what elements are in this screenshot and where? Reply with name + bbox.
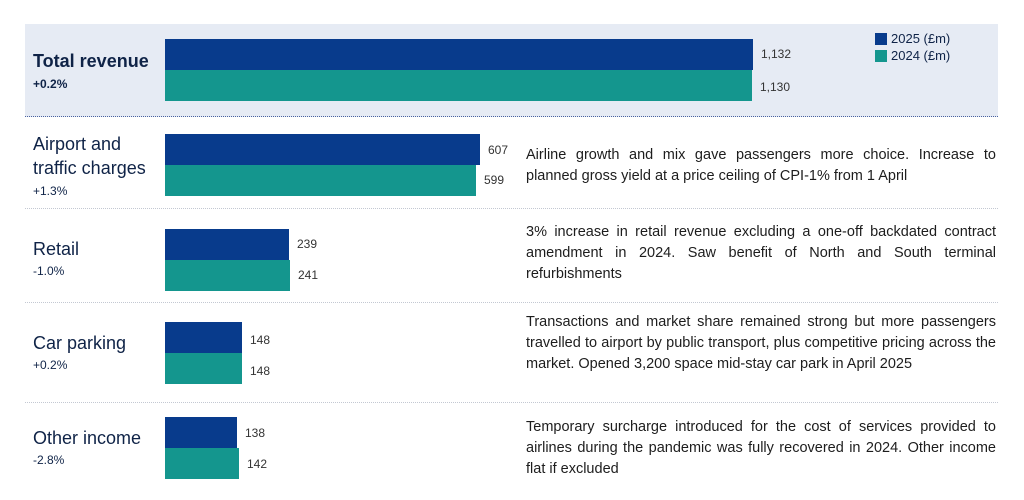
value-label-2024: 142 (247, 457, 268, 471)
bar-2025 (165, 134, 480, 165)
legend-item-2025: 2025 (£m) (875, 30, 950, 47)
category-note: 3% increase in retail revenue excluding … (526, 224, 996, 282)
bar-2025 (165, 229, 289, 260)
category-label: Car parking (33, 333, 127, 353)
value-label-2024: 148 (250, 364, 271, 378)
legend-label-2024: 2024 (£m) (891, 48, 951, 63)
value-label-2024: 599 (484, 173, 505, 187)
bar-2024 (165, 260, 290, 291)
airport-traffic-row: Airport and traffic charges +1.3% 607 59… (25, 118, 998, 206)
value-label-2024: 241 (298, 268, 319, 282)
change-percent: +0.2% (33, 77, 68, 91)
value-label-2025: 138 (245, 426, 266, 440)
value-label-2025: 239 (297, 237, 318, 251)
bar-2024 (165, 353, 242, 384)
bar-2025 (165, 322, 242, 353)
category-label: Airport and traffic charges (33, 134, 146, 178)
value-label-2025: 607 (488, 143, 509, 157)
bar-2024 (165, 165, 476, 196)
category-note: Transactions and market share remained s… (526, 314, 996, 372)
total-revenue-row: Total revenue +0.2% 1,132 1,130 (25, 24, 998, 117)
change-percent: -1.0% (33, 264, 65, 278)
legend-label-2025: 2025 (£m) (891, 31, 951, 46)
value-label-2025: 1,132 (761, 47, 792, 61)
category-label: Retail (33, 239, 80, 259)
other-income-row: Other income -2.8% 138 142 Temporary sur… (25, 402, 998, 499)
car-parking-row: Car parking +0.2% 148 148 Transactions a… (25, 302, 998, 401)
bar-2024 (165, 448, 239, 479)
change-percent: -2.8% (33, 453, 65, 467)
legend-item-2024: 2024 (£m) (875, 47, 950, 64)
legend-swatch-2025 (875, 32, 887, 45)
change-percent: +0.2% (33, 358, 68, 372)
category-note: Temporary surcharge introduced for the c… (526, 419, 996, 477)
retail-row: Retail -1.0% 239 241 3% increase in reta… (25, 208, 998, 303)
value-label-2024: 1,130 (760, 80, 791, 94)
bar-2024 (165, 70, 752, 101)
value-label-2025: 148 (250, 333, 271, 347)
change-percent: +1.3% (33, 184, 68, 198)
category-label: Total revenue (33, 51, 149, 71)
chart-legend: 2025 (£m) 2024 (£m) (875, 30, 950, 64)
bar-2025 (165, 39, 753, 70)
category-label: Other income (33, 428, 142, 448)
legend-swatch-2024 (875, 49, 887, 62)
bar-2025 (165, 417, 237, 448)
category-note: Airline growth and mix gave passengers m… (526, 147, 996, 184)
